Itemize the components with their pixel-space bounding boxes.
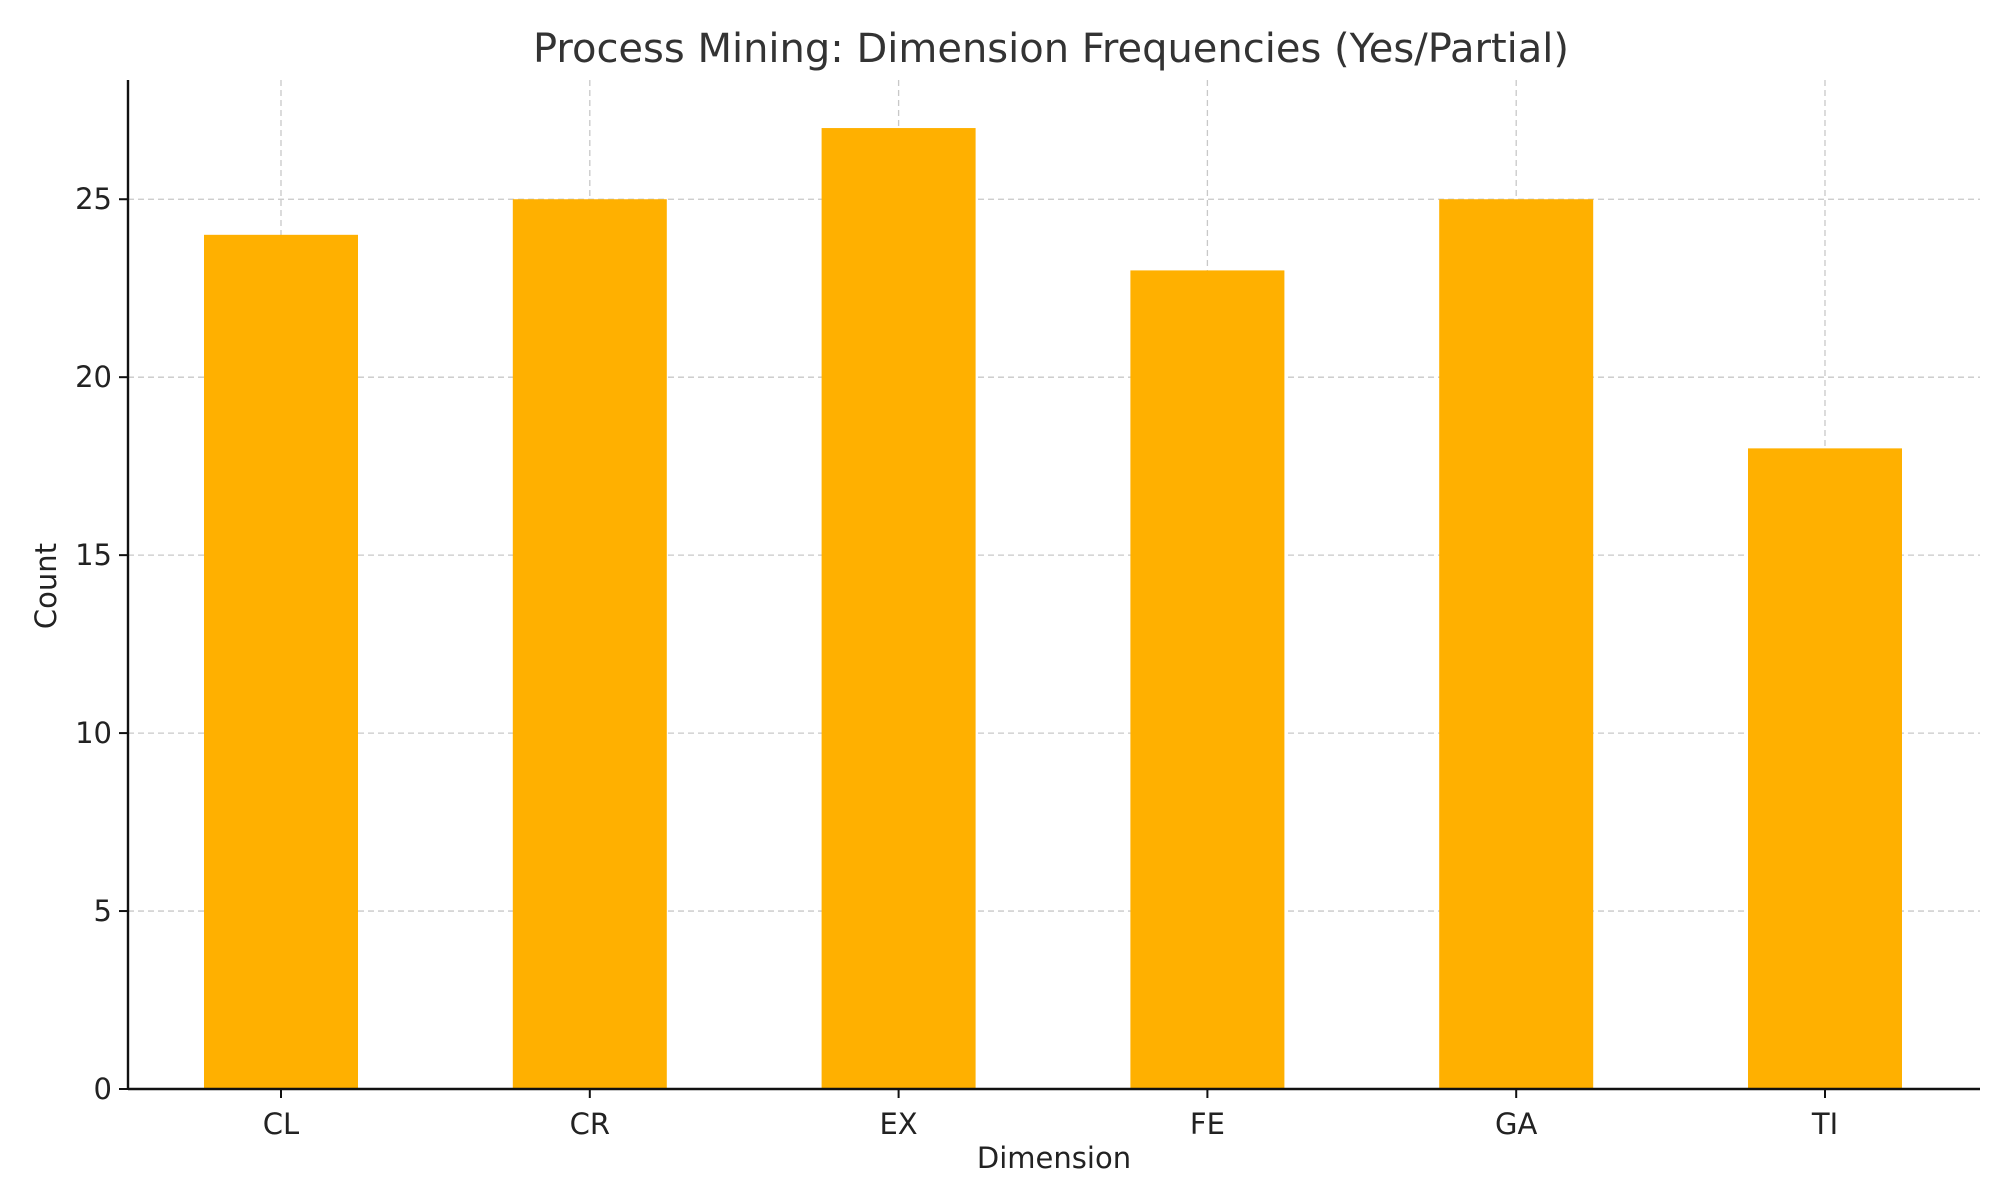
bar-series: [204, 128, 1902, 1090]
bar-cl: [204, 234, 358, 1090]
y-tick-label: 0: [94, 1072, 112, 1106]
x-tick-label: GA: [1495, 1107, 1537, 1141]
y-tick-label: 20: [75, 360, 112, 394]
bar-fe: [1130, 270, 1285, 1089]
x-tick-label: CL: [263, 1107, 299, 1141]
bar-cr: [512, 199, 667, 1090]
bar-ex: [821, 128, 976, 1090]
tick-labels: 0 5 10 15 20 25 CL CR EX FE GA TI: [75, 182, 1838, 1141]
y-tick-label: 10: [75, 716, 112, 750]
x-tick-label: EX: [879, 1107, 917, 1141]
y-tick-label: 25: [75, 182, 112, 216]
y-tick-label: 15: [75, 538, 112, 572]
x-tick-label: FE: [1190, 1107, 1225, 1141]
y-tick-label: 5: [94, 894, 112, 928]
grid-lines: [128, 80, 1980, 1089]
chart-title: Process Mining: Dimension Frequencies (Y…: [533, 26, 1569, 72]
x-axis-label: Dimension: [977, 1141, 1131, 1175]
axes: [126, 80, 1980, 1091]
x-tick-label: CR: [570, 1107, 610, 1141]
bar-ti: [1748, 448, 1902, 1089]
bar-ga: [1439, 199, 1594, 1090]
x-tick-label: TI: [1811, 1107, 1838, 1141]
y-axis-label: Count: [29, 543, 63, 629]
